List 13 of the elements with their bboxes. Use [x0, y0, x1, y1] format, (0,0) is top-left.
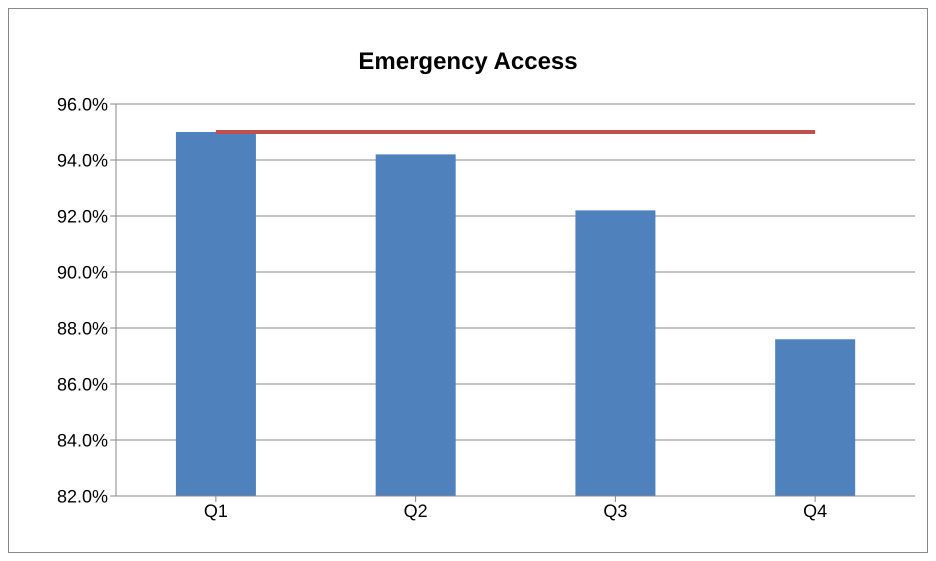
chart-title: Emergency Access — [358, 48, 578, 75]
y-tick-label: 90.0% — [56, 262, 108, 282]
y-tick-label: 96.0% — [56, 94, 108, 114]
x-tick-label: Q3 — [603, 500, 628, 521]
x-tick-label: Q4 — [803, 500, 828, 521]
y-tick-label: 84.0% — [56, 430, 108, 450]
y-tick-label: 92.0% — [56, 206, 108, 226]
y-tick-label: 94.0% — [56, 150, 108, 170]
y-tick-label: 86.0% — [56, 374, 108, 394]
x-tick-label: Q2 — [404, 500, 428, 521]
y-tick-label: 82.0% — [56, 486, 108, 506]
y-tick-label: 88.0% — [56, 318, 108, 338]
x-tick-label: Q1 — [204, 500, 228, 521]
